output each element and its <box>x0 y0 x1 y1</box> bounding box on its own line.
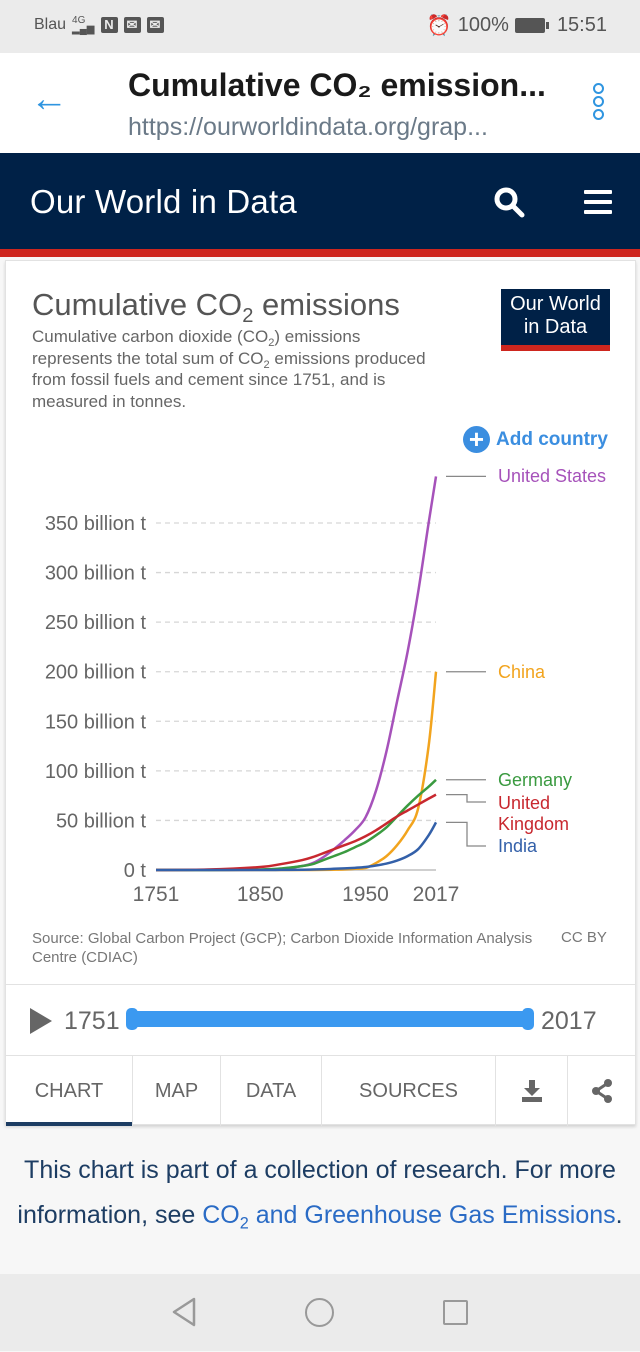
browser-bar: ← Cumulative CO₂ emission... https://our… <box>0 53 640 153</box>
timeline: 1751 2017 <box>6 985 635 1055</box>
series-lines <box>155 476 438 872</box>
y-tick-label: 0 t <box>124 860 147 882</box>
plus-icon: + <box>463 426 490 453</box>
download-icon <box>521 1080 542 1102</box>
y-tick-label: 200 billion t <box>45 662 147 684</box>
clock: 15:51 <box>556 14 607 36</box>
x-tick-label: 1850 <box>237 883 284 906</box>
y-tick-label: 50 billion t <box>56 810 147 832</box>
series-line-united-states[interactable] <box>156 476 438 872</box>
series-label-text: Germany <box>498 770 572 790</box>
series-label-text: India <box>498 836 538 856</box>
hamburger-menu-icon[interactable] <box>584 190 612 214</box>
collection-note: This chart is part of a collection of re… <box>17 1156 623 1233</box>
browser-page-title: Cumulative CO₂ emission... <box>128 67 546 103</box>
leader-line <box>446 821 486 847</box>
alarm-icon: ⏰ <box>426 15 452 37</box>
y-axis-ticks: 0 t 50 billion t 100 billion t 150 billion … <box>45 513 147 882</box>
y-tick-label: 250 billion t <box>45 612 147 634</box>
nav-home-icon[interactable] <box>305 1298 334 1327</box>
series-label-germany[interactable]: Germany <box>446 770 572 790</box>
add-country-button[interactable]: + Add country <box>463 426 608 453</box>
license-link[interactable]: CC BY <box>561 929 607 946</box>
chart-tabs: CHART MAP DATA SOURCES <box>6 1056 635 1126</box>
series-label-text: United States <box>498 466 606 486</box>
tab-chart[interactable]: CHART <box>6 1056 133 1126</box>
chart-card: Cumulative CO2 emissions Cumulative carb… <box>5 260 636 1126</box>
timeline-start-handle[interactable] <box>126 1008 138 1030</box>
nav-recent-icon[interactable] <box>443 1300 468 1325</box>
series-label-india[interactable]: India <box>446 821 538 856</box>
android-nav-bar <box>0 1274 640 1351</box>
browser-url[interactable]: https://ourworldindata.org/grap... <box>128 113 488 141</box>
nfc-icon: N <box>100 17 118 33</box>
series-line-united-kingdom[interactable] <box>155 793 437 872</box>
header-accent-stripe <box>0 249 640 257</box>
battery-icon <box>514 18 549 33</box>
download-button[interactable] <box>496 1056 568 1126</box>
status-bar: Blau 4G ▂▄▆ N ✉ ✉ ⏰ 100% 15:51 <box>0 0 640 53</box>
divider <box>6 984 635 985</box>
series-line-india[interactable] <box>156 821 438 872</box>
series-labels: United States China Germany UnitedKingdomIn… <box>446 466 606 856</box>
timeline-track[interactable] <box>128 1011 532 1027</box>
chart-title: Cumulative CO2 emissions <box>32 287 400 328</box>
chart-subtitle: Cumulative carbon dioxide (CO2) emission… <box>32 327 426 411</box>
timeline-end-year: 2017 <box>541 1007 597 1035</box>
tab-map[interactable]: MAP <box>133 1056 221 1126</box>
status-right: ⏰ 100% 15:51 <box>427 13 607 38</box>
x-tick-label: 1751 <box>133 883 180 906</box>
series-label-text: Kingdom <box>498 814 569 834</box>
x-tick-label: 1950 <box>342 883 389 906</box>
tab-sources[interactable]: SOURCES <box>322 1056 496 1126</box>
site-brand[interactable]: Our World in Data <box>30 183 297 220</box>
series-label-text: United <box>498 793 550 813</box>
y-tick-label: 150 billion t <box>45 711 147 733</box>
co2-ghg-link[interactable]: CO2 and Greenhouse Gas Emissions <box>202 1201 616 1233</box>
search-icon[interactable] <box>493 186 525 218</box>
y-tick-label: 300 billion t <box>45 563 147 585</box>
signal-icon: 4G ▂▄▆ <box>72 15 95 35</box>
site-header: Our World in Data <box>0 153 640 249</box>
owid-logo[interactable]: Our World in Data <box>501 289 610 351</box>
arrow-left-icon[interactable]: ← <box>30 78 68 120</box>
y-tick-label: 100 billion t <box>45 761 147 783</box>
timeline-end-handle[interactable] <box>522 1008 534 1030</box>
mail-icon: ✉ <box>123 17 141 33</box>
share-button[interactable] <box>568 1056 635 1126</box>
timeline-start-year: 1751 <box>64 1007 120 1035</box>
tab-data[interactable]: DATA <box>221 1056 322 1126</box>
series-line-germany[interactable] <box>156 778 437 872</box>
divider <box>6 1055 635 1056</box>
carrier-label: Blau <box>34 16 67 33</box>
leader-line <box>446 794 486 803</box>
x-axis-ticks: 1751 1850 1950 2017 <box>133 883 460 906</box>
gallery-mail-icon: ✉ <box>146 17 164 33</box>
series-label-united-states[interactable]: United States <box>446 466 606 486</box>
nav-back-icon[interactable] <box>170 1296 198 1328</box>
kebab-menu-icon[interactable] <box>593 83 607 122</box>
chart-source[interactable]: Source: Global Carbon Project (GCP); Car… <box>32 930 533 966</box>
series-label-text: China <box>498 662 546 682</box>
status-left: Blau 4G ▂▄▆ N ✉ ✉ <box>34 15 164 35</box>
play-icon[interactable] <box>30 1008 52 1034</box>
y-tick-label: 350 billion t <box>45 513 147 535</box>
add-country-label: Add country <box>496 428 608 450</box>
battery-percent: 100% <box>457 14 509 36</box>
x-tick-label: 2017 <box>413 883 460 906</box>
share-icon <box>591 1079 612 1103</box>
series-label-china[interactable]: China <box>446 662 546 682</box>
